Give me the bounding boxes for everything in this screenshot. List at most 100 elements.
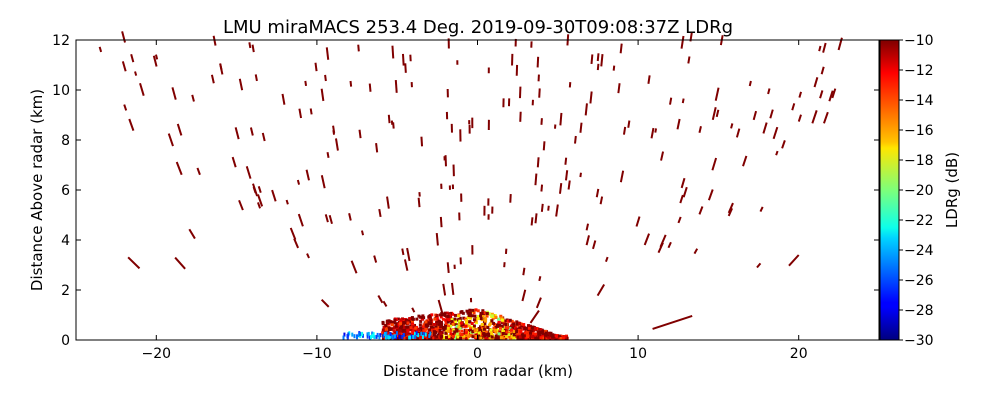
y-tick-label: 2 (61, 283, 70, 299)
radar-echo (370, 84, 371, 92)
radar-echo (439, 325, 442, 328)
radar-echo (398, 335, 400, 339)
radar-echo (668, 242, 670, 247)
colorbar-tick-label: −26 (904, 273, 934, 289)
radar-echo (178, 124, 182, 135)
radar-echo (763, 123, 766, 134)
radar-echo (684, 187, 687, 197)
radar-echo (457, 325, 460, 328)
radar-echo (448, 262, 449, 273)
radar-echo (528, 327, 531, 330)
radar-echo (436, 314, 439, 317)
radar-echo (502, 332, 505, 335)
radar-echo (592, 54, 593, 64)
radar-echo (523, 268, 524, 275)
radar-echo (535, 174, 536, 186)
radar-echo (537, 298, 541, 308)
radar-echo (395, 325, 398, 328)
radar-echo (652, 128, 654, 138)
radar-echo (445, 336, 448, 339)
radar-echo (680, 195, 683, 203)
radar-echo (522, 290, 525, 301)
radar-echo (419, 198, 420, 207)
radar-echo (460, 330, 463, 333)
radar-echo (430, 326, 433, 329)
radar-echo (291, 228, 296, 240)
radar-echo (421, 137, 422, 147)
radar-echo (754, 111, 756, 120)
radar-echo (189, 229, 195, 238)
radar-echo (498, 324, 501, 327)
radar-echo (812, 110, 816, 123)
radar-echo (123, 61, 126, 71)
radar-echo (482, 332, 485, 335)
radar-echo (259, 186, 261, 192)
radar-echo (519, 330, 522, 333)
radar-echo (776, 151, 777, 155)
radar-echo (336, 138, 338, 150)
radar-echo (477, 317, 480, 320)
radar-echo (494, 331, 497, 334)
radar-echo (346, 334, 348, 338)
radar-echo (621, 171, 623, 182)
radar-echo (414, 335, 416, 339)
radar-echo (471, 322, 474, 325)
radar-echo (391, 323, 394, 326)
radar-echo (374, 256, 376, 263)
radar-echo (405, 259, 407, 270)
radar-echo (447, 315, 450, 318)
radar-echo (311, 108, 312, 114)
radar-echo (792, 103, 794, 110)
radar-echo (490, 332, 493, 335)
radar-echo (799, 115, 801, 122)
radar-echo (454, 314, 457, 317)
radar-echo (434, 331, 437, 334)
radar-echo (653, 316, 693, 329)
colorbar (880, 40, 899, 340)
radar-echo (447, 318, 450, 321)
radar-echo (263, 133, 265, 141)
radar-echo (532, 217, 533, 225)
radar-echo (688, 57, 689, 64)
radar-echo (587, 235, 589, 245)
y-tick-label: 0 (61, 333, 70, 349)
radar-echo (538, 331, 541, 334)
radar-echo (542, 204, 543, 212)
radar-echo (560, 113, 561, 125)
radar-echo (387, 197, 389, 209)
radar-echo (452, 335, 455, 338)
radar-echo (407, 248, 409, 261)
radar-echo (129, 119, 133, 131)
radar-echo (447, 327, 450, 330)
radar-echo (683, 99, 684, 103)
radar-echo (471, 309, 474, 312)
radar-echo (388, 336, 390, 340)
radar-echo (822, 67, 824, 74)
radar-echo (407, 322, 410, 325)
radar-echo (387, 320, 390, 323)
radar-echo (272, 190, 276, 201)
radar-echo (169, 134, 173, 146)
radar-echo (670, 98, 671, 105)
radar-echo (402, 329, 405, 332)
radar-echo (694, 249, 697, 254)
radar-echo (491, 335, 494, 338)
radar-echo (447, 330, 450, 333)
radar-echo (480, 317, 483, 320)
radar-echo (351, 81, 352, 87)
radar-echo (628, 121, 629, 128)
radar-echo (770, 110, 773, 119)
radar-echo (328, 152, 329, 158)
radar-echo (504, 323, 507, 326)
radar-echo (378, 295, 382, 302)
radar-echo (197, 168, 200, 175)
radar-echo (539, 276, 540, 281)
radar-echo (294, 239, 298, 248)
radar-echo (135, 71, 136, 75)
radar-echo (192, 95, 194, 102)
radar-echo (624, 127, 625, 135)
radar-echo (677, 119, 679, 129)
radar-echo (819, 46, 820, 51)
radar-echo (466, 310, 469, 313)
